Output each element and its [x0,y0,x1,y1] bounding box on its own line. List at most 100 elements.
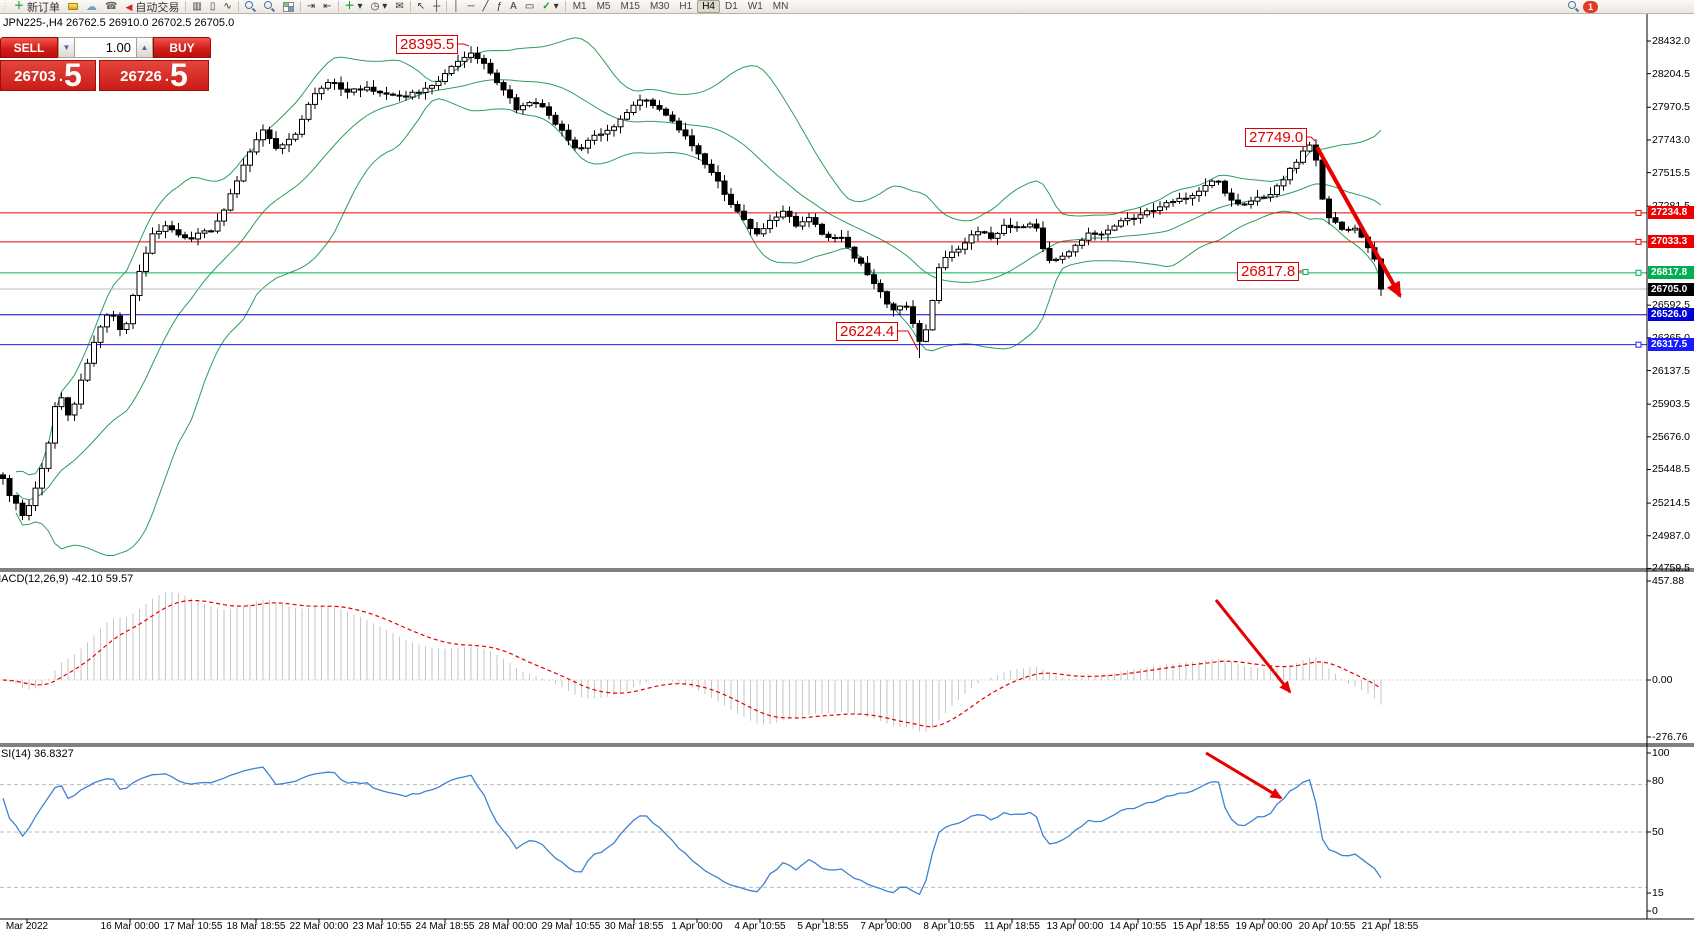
timeframe-d1[interactable]: D1 [725,1,738,12]
trendline-button[interactable]: ╱ [479,0,493,13]
price-tick-label: 26137.5 [1652,364,1690,377]
vertical-line-icon: │ [453,0,460,12]
date-axis-label: 18 Mar 18:55 [226,921,286,932]
separator [237,1,239,12]
line-chart-icon: ∿ [223,0,232,12]
buy-button[interactable]: BUY [153,37,211,58]
date-axis-label: 24 Mar 18:55 [415,921,475,932]
date-axis-label: 5 Apr 18:55 [797,921,849,932]
price-tick-label: 26592.5 [1652,299,1690,312]
horizontal-line-icon: ─ [467,0,475,12]
timeframe-mn[interactable]: MN [772,1,789,12]
rsi-tick-label: 80 [1652,775,1664,787]
search-button[interactable] [1564,0,1583,13]
indicators-button[interactable]: ＋ ▾ [341,0,367,13]
volume-input[interactable]: 1.00 [75,37,136,58]
buy-price-display[interactable]: 26726. 5 [99,60,209,91]
price-tick-label: 25903.5 [1652,398,1690,411]
volume-increase-button[interactable]: ▲ [136,37,153,58]
price-annotation[interactable]: 26224.4 [836,322,899,341]
timeframe-h1[interactable]: H1 [679,1,693,12]
timeframe-toolbar: M1 M5 M15 M30 H1 H4 D1 W1 MN [568,0,794,13]
vertical-line-button[interactable]: │ [449,0,463,13]
horizontal-line-button[interactable]: ─ [463,0,478,13]
macd-indicator-label: MACD(12,26,9) -42.10 59.57 [0,573,134,585]
cursor-icon: ↖ [416,0,426,12]
templates-button[interactable]: ✉ [391,0,407,13]
price-tick-label: 24759.5 [1652,562,1690,575]
timeframe-m1[interactable]: M1 [572,1,587,12]
fibonacci-button[interactable]: ƒ [493,0,507,13]
trendline-icon: ╱ [482,0,489,12]
timeframe-m30[interactable]: M30 [649,1,670,12]
separator [185,1,187,12]
tile-windows-button[interactable] [279,0,298,13]
timeframe-m5[interactable]: M5 [596,1,611,12]
price-annotation[interactable]: 28395.5 [396,35,459,54]
chart-shift-button[interactable]: ⇤ [319,0,335,13]
sell-price-display[interactable]: 26703. 5 [0,60,96,91]
separator [564,1,566,12]
indicators-add-icon: ＋ [344,0,355,12]
timeframe-h4[interactable]: H4 [697,0,720,13]
macd-tick-label: 0.00 [1652,674,1673,686]
price-tick-label: 25214.5 [1652,497,1690,510]
auto-scroll-button[interactable]: ⇥ [303,0,319,13]
arrows-tool-button[interactable]: ✓ ▾ [538,0,562,13]
trade-prices-row: 26703. 5 26726. 5 [0,60,211,91]
date-axis-label: Mar 2022 [5,921,49,932]
zoom-out-icon [263,1,275,12]
price-line-chip: 26526.0 [1648,308,1694,322]
chart-shift-icon: ⇤ [323,0,332,12]
timeframe-w1[interactable]: W1 [747,1,763,12]
notification-badge[interactable]: 1 [1583,0,1598,13]
sell-button[interactable]: SELL [0,37,58,58]
line-chart-button[interactable]: ∿ [219,0,235,13]
price-tick-label: 27515.5 [1652,166,1690,179]
price-annotation[interactable]: 27749.0 [1245,128,1308,147]
trend-arrow-2 [1214,599,1292,694]
rsi-tick-label: 100 [1652,747,1670,759]
bar-chart-button[interactable]: ▥ [188,0,205,13]
signal-icon: ☎ [105,0,118,12]
label-tool-button[interactable]: ▭ [521,0,538,13]
annotation-connectors [458,43,1316,351]
volume-decrease-button[interactable]: ▼ [58,37,75,58]
new-order-button[interactable]: ＋ 新订单 [10,0,64,14]
price-line-chip: 27033.3 [1648,235,1694,249]
price-tick-label: 25448.5 [1652,463,1690,476]
date-axis-label: 20 Apr 10:55 [1298,921,1356,932]
auto-scroll-icon: ⇥ [306,0,316,12]
date-axis-label: 29 Mar 10:55 [541,921,601,932]
cursor-button[interactable]: ↖ [413,0,429,13]
zoom-out-button[interactable] [260,0,279,13]
dropdown-icon: ▾ [553,0,559,12]
macd-tick-label: -276.76 [1652,731,1688,743]
cloud-button[interactable]: ☁ [82,0,101,13]
gold-button[interactable] [64,0,82,13]
templates-icon: ✉ [395,0,404,12]
zoom-in-button[interactable] [241,0,260,13]
bollinger-bands [15,37,1382,556]
price-line-chip: 26317.5 [1648,338,1694,352]
signal-button[interactable]: ☎ [101,0,121,13]
date-axis-label: 16 Mar 00:00 [100,921,160,932]
crosshair-button[interactable]: ┼ [429,0,444,13]
candle-chart-button[interactable]: ▯ [206,0,220,13]
zoom-in-icon [244,1,256,12]
label-tool-icon: ▭ [524,0,535,12]
periods-button[interactable]: ◷ ▾ [367,0,392,13]
separator [337,1,339,12]
auto-trading-button[interactable]: ◀ 自动交易 [121,0,183,14]
arrows-tool-icon: ✓ [542,0,551,12]
separator [409,1,411,12]
sell-price-dot: . [58,68,64,85]
rsi-line [2,766,1382,896]
timeframe-m15[interactable]: M15 [620,1,640,12]
rsi-tick-label: 0 [1652,905,1658,917]
price-tick-label: 25676.0 [1652,430,1690,443]
text-tool-button[interactable]: A [506,0,521,13]
date-axis-label: 28 Mar 00:00 [478,921,538,932]
price-annotation[interactable]: 26817.8 [1237,262,1300,281]
